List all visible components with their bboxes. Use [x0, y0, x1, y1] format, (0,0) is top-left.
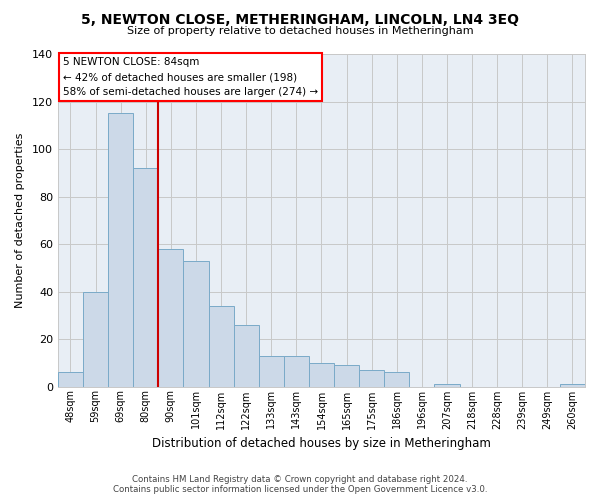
Bar	[209, 306, 233, 386]
Bar	[83, 292, 108, 386]
Bar	[58, 372, 83, 386]
Text: Contains HM Land Registry data © Crown copyright and database right 2024.
Contai: Contains HM Land Registry data © Crown c…	[113, 474, 487, 494]
Bar	[359, 370, 384, 386]
Bar	[184, 260, 209, 386]
Bar	[259, 356, 284, 386]
Text: 5, NEWTON CLOSE, METHERINGHAM, LINCOLN, LN4 3EQ: 5, NEWTON CLOSE, METHERINGHAM, LINCOLN, …	[81, 12, 519, 26]
Bar	[309, 363, 334, 386]
Y-axis label: Number of detached properties: Number of detached properties	[15, 132, 25, 308]
Bar	[284, 356, 309, 386]
Bar	[560, 384, 585, 386]
Bar	[334, 365, 359, 386]
Bar	[233, 325, 259, 386]
X-axis label: Distribution of detached houses by size in Metheringham: Distribution of detached houses by size …	[152, 437, 491, 450]
Bar	[133, 168, 158, 386]
Bar	[108, 114, 133, 386]
Bar	[434, 384, 460, 386]
Text: Size of property relative to detached houses in Metheringham: Size of property relative to detached ho…	[127, 26, 473, 36]
Text: 5 NEWTON CLOSE: 84sqm
← 42% of detached houses are smaller (198)
58% of semi-det: 5 NEWTON CLOSE: 84sqm ← 42% of detached …	[63, 58, 319, 97]
Bar	[158, 249, 184, 386]
Bar	[384, 372, 409, 386]
